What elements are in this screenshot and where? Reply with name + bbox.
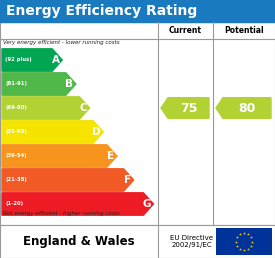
- Bar: [0, 22, 275, 225]
- Text: F: F: [123, 175, 131, 185]
- Polygon shape: [2, 193, 153, 215]
- Polygon shape: [2, 121, 103, 143]
- Text: (69-80): (69-80): [5, 106, 27, 110]
- Polygon shape: [2, 97, 90, 119]
- Polygon shape: [2, 145, 117, 167]
- Text: Energy Efficiency Rating: Energy Efficiency Rating: [6, 4, 197, 18]
- Bar: [0, 225, 275, 258]
- Text: Current: Current: [169, 26, 202, 35]
- Text: 80: 80: [238, 101, 256, 115]
- Text: C: C: [79, 103, 87, 113]
- Bar: [216, 228, 272, 255]
- Text: (39-54): (39-54): [5, 154, 27, 158]
- Text: (1-20): (1-20): [5, 201, 23, 206]
- Text: (21-38): (21-38): [5, 178, 27, 182]
- Text: (92 plus): (92 plus): [5, 58, 32, 62]
- Text: (81-91): (81-91): [5, 82, 27, 86]
- Text: Not energy efficient - higher running costs: Not energy efficient - higher running co…: [3, 211, 120, 216]
- Text: (55-68): (55-68): [5, 130, 27, 134]
- Text: 75: 75: [180, 101, 197, 115]
- Text: Very energy efficient - lower running costs: Very energy efficient - lower running co…: [3, 40, 120, 45]
- Polygon shape: [2, 169, 134, 191]
- Polygon shape: [2, 73, 76, 95]
- Text: G: G: [143, 199, 151, 209]
- Text: England & Wales: England & Wales: [23, 235, 135, 248]
- Text: B: B: [65, 79, 73, 89]
- Text: Potential: Potential: [224, 26, 264, 35]
- Text: A: A: [52, 55, 60, 65]
- Polygon shape: [161, 98, 209, 118]
- Text: 2002/91/EC: 2002/91/EC: [171, 243, 212, 248]
- Text: E: E: [107, 151, 114, 161]
- Bar: [0, 0, 275, 22]
- Polygon shape: [2, 49, 62, 71]
- Polygon shape: [216, 98, 271, 118]
- Text: D: D: [92, 127, 101, 137]
- Text: EU Directive: EU Directive: [170, 235, 213, 240]
